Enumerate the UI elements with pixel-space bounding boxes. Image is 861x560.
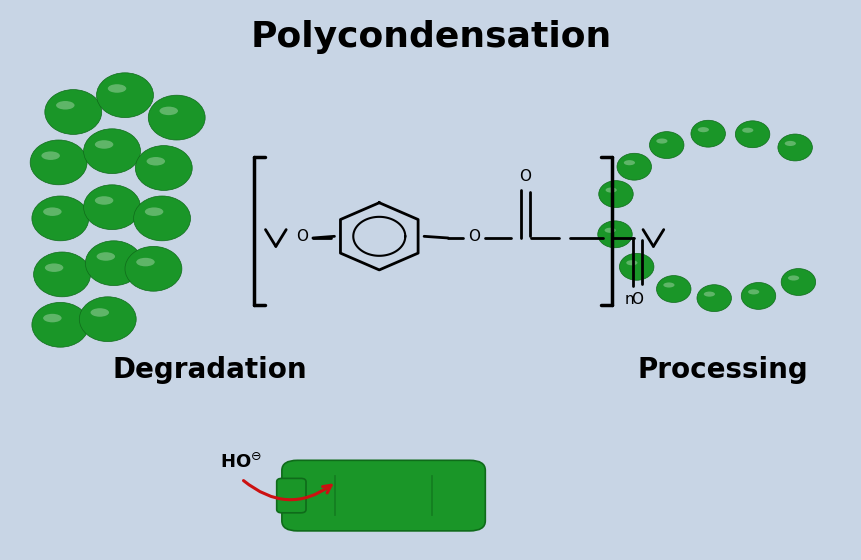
Ellipse shape — [777, 134, 811, 161]
Ellipse shape — [734, 121, 769, 148]
Ellipse shape — [43, 314, 61, 323]
Text: Processing: Processing — [637, 356, 808, 384]
Ellipse shape — [616, 153, 651, 180]
Ellipse shape — [741, 128, 753, 133]
Ellipse shape — [597, 221, 631, 248]
Ellipse shape — [85, 241, 142, 286]
Ellipse shape — [697, 284, 731, 311]
Ellipse shape — [45, 263, 63, 272]
Ellipse shape — [90, 308, 108, 317]
Ellipse shape — [43, 207, 61, 216]
Ellipse shape — [604, 228, 615, 233]
Ellipse shape — [605, 188, 616, 193]
Text: HO$^{\mathsf{\ominus}}$: HO$^{\mathsf{\ominus}}$ — [220, 452, 262, 472]
FancyArrowPatch shape — [243, 480, 331, 500]
Ellipse shape — [56, 101, 74, 110]
Text: O: O — [468, 230, 480, 244]
Ellipse shape — [133, 196, 190, 241]
Ellipse shape — [148, 95, 205, 140]
Ellipse shape — [135, 146, 192, 190]
Ellipse shape — [623, 160, 635, 165]
Ellipse shape — [84, 129, 140, 174]
Ellipse shape — [145, 207, 163, 216]
Ellipse shape — [95, 140, 113, 149]
Ellipse shape — [96, 252, 115, 261]
Text: Degradation: Degradation — [112, 356, 307, 384]
Ellipse shape — [780, 269, 815, 296]
Ellipse shape — [41, 151, 59, 160]
Ellipse shape — [30, 140, 87, 185]
FancyBboxPatch shape — [282, 460, 485, 531]
Ellipse shape — [787, 276, 798, 281]
Ellipse shape — [656, 276, 691, 302]
Ellipse shape — [697, 127, 708, 132]
Ellipse shape — [784, 141, 795, 146]
Ellipse shape — [125, 246, 182, 291]
Ellipse shape — [136, 258, 154, 267]
Text: Polycondensation: Polycondensation — [250, 20, 611, 54]
Ellipse shape — [663, 282, 674, 287]
Text: O: O — [296, 230, 308, 244]
Ellipse shape — [619, 253, 653, 280]
Ellipse shape — [740, 282, 775, 309]
Ellipse shape — [96, 73, 153, 118]
Ellipse shape — [747, 290, 759, 295]
Ellipse shape — [45, 90, 102, 134]
FancyBboxPatch shape — [276, 478, 306, 513]
Ellipse shape — [32, 302, 89, 347]
Ellipse shape — [703, 292, 714, 297]
Ellipse shape — [159, 106, 177, 115]
Ellipse shape — [79, 297, 136, 342]
Ellipse shape — [648, 132, 683, 158]
Ellipse shape — [691, 120, 725, 147]
Ellipse shape — [95, 196, 113, 205]
Text: n: n — [623, 292, 634, 307]
Ellipse shape — [32, 196, 89, 241]
Ellipse shape — [626, 260, 637, 265]
Text: O: O — [630, 292, 642, 307]
Ellipse shape — [598, 181, 633, 208]
Text: O: O — [518, 169, 530, 184]
Ellipse shape — [108, 84, 126, 93]
Ellipse shape — [34, 252, 90, 297]
Ellipse shape — [146, 157, 164, 166]
Ellipse shape — [84, 185, 140, 230]
Ellipse shape — [655, 138, 666, 143]
